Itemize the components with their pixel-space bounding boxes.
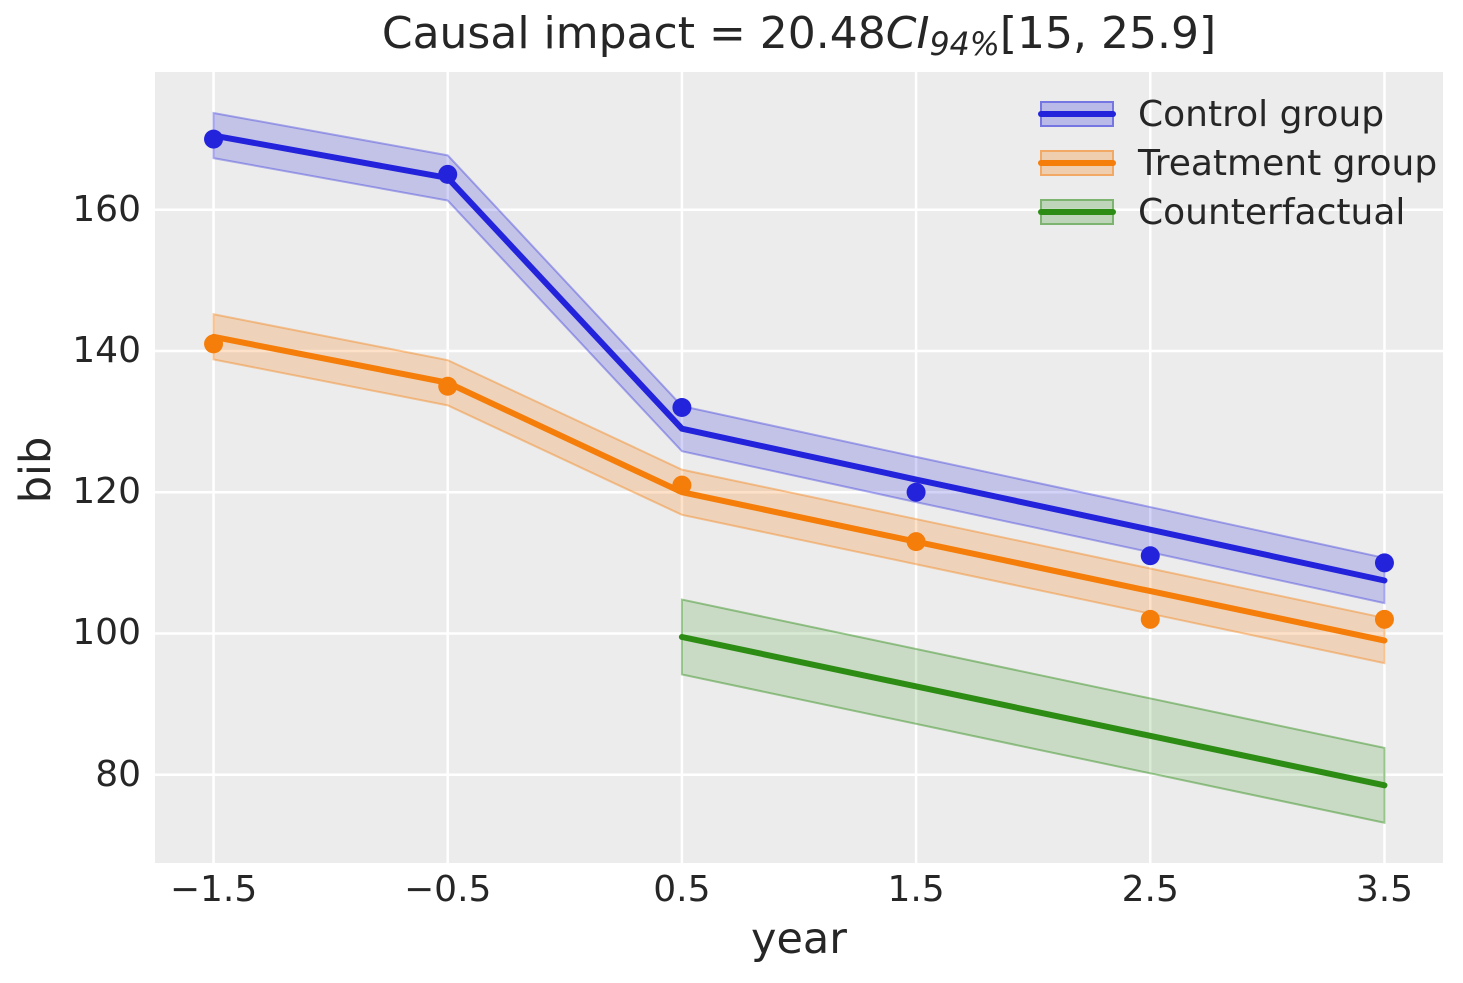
control-group-trend-line xyxy=(210,132,1388,584)
x-tick-label: 1.5 xyxy=(887,869,945,910)
x-tick-label: 2.5 xyxy=(1121,869,1179,910)
legend-label: Treatment group xyxy=(1138,142,1438,184)
counterfactual-line xyxy=(678,634,1388,789)
x-tick-label: −0.5 xyxy=(404,869,492,910)
legend-item-counterfactual: Counterfactual xyxy=(1038,191,1437,233)
x-axis-label: year xyxy=(751,914,847,964)
y-tick-label: 100 xyxy=(72,612,141,654)
x-tick-label: 3.5 xyxy=(1355,869,1414,910)
control-group-observations-point xyxy=(1140,546,1160,566)
control-group-observations-point xyxy=(906,482,926,502)
counterfactual-swatch xyxy=(1038,199,1116,225)
treatment-group-observations-point xyxy=(1374,609,1394,629)
treatment-group-observations-point xyxy=(1140,609,1160,629)
legend-item-treatment-group: Treatment group xyxy=(1038,142,1438,184)
title-prefix: Causal impact = 20.48 xyxy=(381,8,886,59)
treatment-group-observations-point xyxy=(906,532,926,552)
control-group-observations-point xyxy=(1374,553,1394,573)
treatment-group-observations-point xyxy=(672,475,692,495)
counterfactual-swatch-line xyxy=(1038,209,1116,215)
legend-label: Counterfactual xyxy=(1138,191,1406,233)
x-tick-label: −1.5 xyxy=(169,869,258,910)
y-tick-label: 80 xyxy=(95,753,141,795)
y-tick-label: 120 xyxy=(72,471,141,513)
legend: Control group Treatment group Counterfac… xyxy=(1038,93,1438,233)
title-interval: [15, 25.9] xyxy=(999,8,1217,59)
chart-title: Causal impact = 20.48CI94%[15, 25.9] xyxy=(155,8,1443,64)
control-group-swatch-line xyxy=(1038,111,1116,117)
legend-item-control-group: Control group xyxy=(1038,93,1437,135)
x-tick-label: 0.5 xyxy=(653,869,711,910)
plot-background xyxy=(155,72,1443,863)
treatment-group-swatch xyxy=(1038,150,1116,176)
treatment-group-trend-line xyxy=(210,333,1388,644)
treatment-group-swatch-line xyxy=(1038,160,1116,166)
control-group-swatch xyxy=(1038,101,1116,127)
y-tick-label: 140 xyxy=(72,329,141,371)
treatment-group-observations-point xyxy=(204,334,224,354)
control-group-observations-point xyxy=(438,164,458,184)
control-group-observations-point xyxy=(204,129,224,149)
title-ci-subscript: 94% xyxy=(929,26,1000,63)
treatment-group-observations-point xyxy=(438,376,458,396)
control-group-observations-point xyxy=(672,397,692,417)
title-ci: CI xyxy=(885,8,930,59)
y-tick-label: 160 xyxy=(72,188,141,230)
legend-label: Control group xyxy=(1138,93,1385,135)
